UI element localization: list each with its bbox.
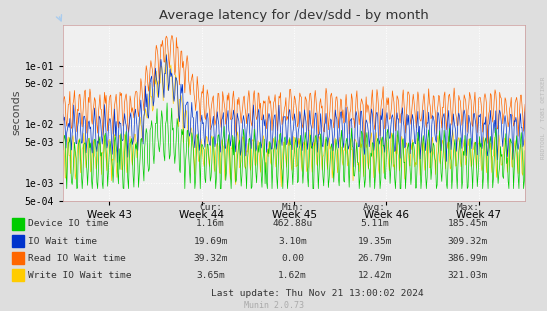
Text: Cur:: Cur: xyxy=(199,203,222,212)
Text: 386.99m: 386.99m xyxy=(447,253,488,262)
Text: Munin 2.0.73: Munin 2.0.73 xyxy=(243,301,304,310)
Text: Read IO Wait time: Read IO Wait time xyxy=(28,253,126,262)
Y-axis label: seconds: seconds xyxy=(11,90,22,136)
Text: 0.00: 0.00 xyxy=(281,253,304,262)
Text: IO Wait time: IO Wait time xyxy=(28,236,97,245)
Text: 321.03m: 321.03m xyxy=(447,271,488,280)
Text: 39.32m: 39.32m xyxy=(193,253,228,262)
Text: 26.79m: 26.79m xyxy=(357,253,392,262)
Text: 1.62m: 1.62m xyxy=(278,271,307,280)
Text: 12.42m: 12.42m xyxy=(357,271,392,280)
Text: 3.10m: 3.10m xyxy=(278,236,307,245)
Text: 3.65m: 3.65m xyxy=(196,271,225,280)
Text: 19.35m: 19.35m xyxy=(357,236,392,245)
Text: Max:: Max: xyxy=(456,203,479,212)
Text: 309.32m: 309.32m xyxy=(447,236,488,245)
Text: Last update: Thu Nov 21 13:00:02 2024: Last update: Thu Nov 21 13:00:02 2024 xyxy=(211,289,423,298)
Text: RRDTOOL / TOBI OETIKER: RRDTOOL / TOBI OETIKER xyxy=(541,77,546,160)
Text: 462.88u: 462.88u xyxy=(272,219,313,228)
Text: 1.16m: 1.16m xyxy=(196,219,225,228)
Text: Device IO time: Device IO time xyxy=(28,219,109,228)
Text: Write IO Wait time: Write IO Wait time xyxy=(28,271,132,280)
Text: 19.69m: 19.69m xyxy=(193,236,228,245)
Text: 5.11m: 5.11m xyxy=(360,219,389,228)
Text: Min:: Min: xyxy=(281,203,304,212)
Title: Average latency for /dev/sdd - by month: Average latency for /dev/sdd - by month xyxy=(159,9,429,22)
Text: 185.45m: 185.45m xyxy=(447,219,488,228)
Text: Avg:: Avg: xyxy=(363,203,386,212)
